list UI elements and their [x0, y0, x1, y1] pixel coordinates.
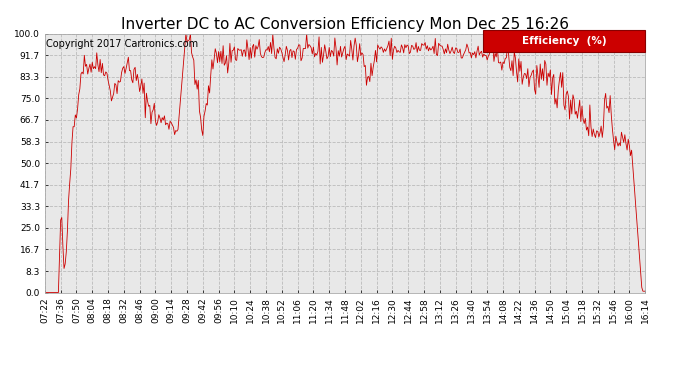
FancyBboxPatch shape: [483, 30, 645, 52]
Text: Copyright 2017 Cartronics.com: Copyright 2017 Cartronics.com: [46, 39, 198, 49]
Text: Efficiency  (%): Efficiency (%): [522, 36, 607, 46]
Text: Inverter DC to AC Conversion Efficiency Mon Dec 25 16:26: Inverter DC to AC Conversion Efficiency …: [121, 17, 569, 32]
